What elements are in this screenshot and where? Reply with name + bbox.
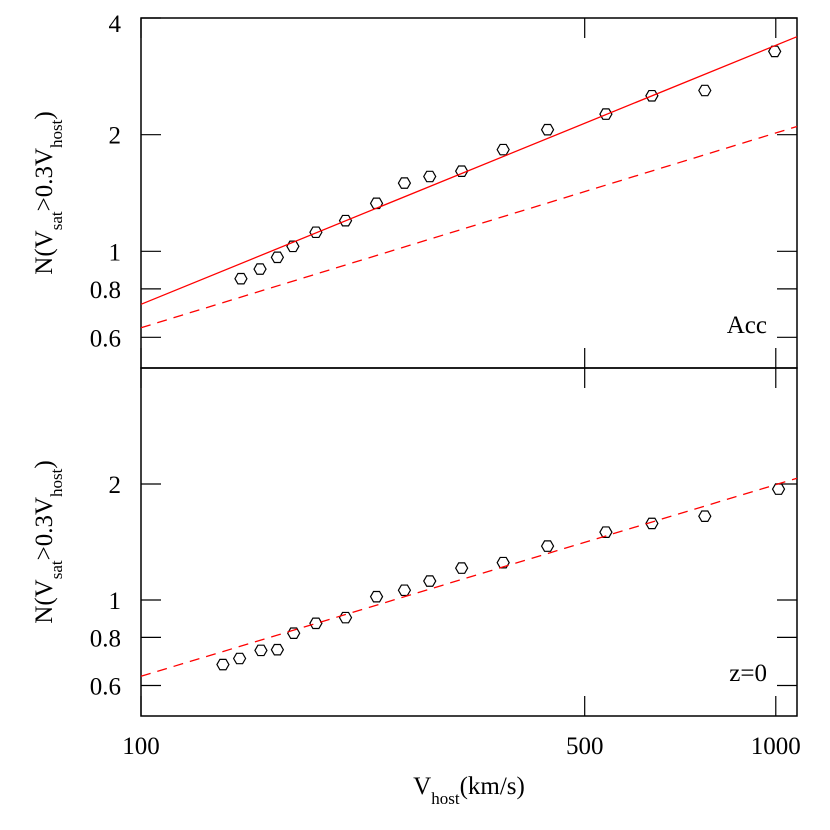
y-tick-label: 2 — [109, 472, 122, 499]
label-subscript: host — [431, 789, 460, 808]
data-point — [698, 510, 712, 522]
data-point — [454, 562, 469, 574]
label-text: V — [413, 773, 431, 800]
y-tick-label: 0.6 — [90, 673, 121, 700]
data-point — [234, 272, 248, 285]
data-point — [599, 108, 613, 120]
y-tick-label: 0.6 — [90, 325, 121, 352]
label-text: ) — [31, 111, 58, 119]
data-point — [423, 170, 437, 183]
data-point — [645, 89, 659, 102]
y-tick-label: 0.8 — [90, 277, 121, 304]
y-tick-label: 2 — [109, 123, 122, 150]
data-point — [496, 556, 510, 569]
data-point — [270, 643, 285, 656]
plot-frame — [140, 367, 798, 717]
label-text: >0.3V — [31, 497, 58, 560]
data-point — [216, 658, 230, 671]
fit-line — [140, 125, 798, 329]
data-point — [338, 214, 353, 227]
data-point — [338, 611, 353, 624]
data-point — [599, 526, 613, 538]
label-text: N(V — [31, 579, 58, 623]
label-subscript: host — [47, 119, 66, 148]
fit-line — [140, 36, 798, 305]
data-point — [369, 590, 384, 603]
data-point — [540, 540, 555, 552]
label-subscript: host — [47, 468, 66, 497]
y-tick-label: 0.8 — [90, 625, 121, 652]
annotation: z=0 — [729, 660, 767, 687]
label-subscript: sat — [47, 211, 66, 230]
label-text: >0.3V — [31, 148, 58, 211]
data-point — [496, 143, 510, 156]
data-point — [423, 575, 437, 587]
data-point — [232, 652, 247, 665]
annotation: Acc — [727, 312, 767, 339]
y-axis-label: N(Vsat>0.3Vhost) — [31, 460, 66, 623]
data-point — [454, 165, 469, 177]
data-point — [698, 84, 712, 97]
data-point — [253, 263, 267, 275]
x-axis-label: Vhost(km/s) — [413, 773, 525, 808]
label-text: ) — [31, 460, 58, 468]
data-point — [287, 627, 301, 640]
data-point — [397, 177, 412, 189]
plot-frame — [140, 17, 798, 369]
data-point — [369, 197, 384, 210]
label-subscript: sat — [47, 560, 66, 579]
label-text: N(V — [31, 230, 58, 274]
x-tick-label: 100 — [122, 733, 160, 760]
data-point — [540, 123, 555, 136]
label-text: (km/s) — [460, 773, 525, 800]
x-tick-label: 500 — [566, 733, 604, 760]
data-point — [254, 644, 268, 657]
data-point — [767, 45, 782, 58]
data-point — [270, 251, 285, 264]
fit-line — [140, 477, 798, 677]
y-tick-label: 4 — [109, 11, 122, 38]
x-tick-label: 1000 — [751, 733, 801, 760]
y-axis-label: N(Vsat>0.3Vhost) — [31, 111, 66, 274]
y-tick-label: 1 — [109, 588, 122, 615]
data-point — [397, 584, 412, 597]
data-point — [309, 226, 323, 239]
data-point — [771, 483, 786, 495]
y-tick-label: 1 — [109, 239, 122, 266]
data-point — [309, 617, 323, 630]
